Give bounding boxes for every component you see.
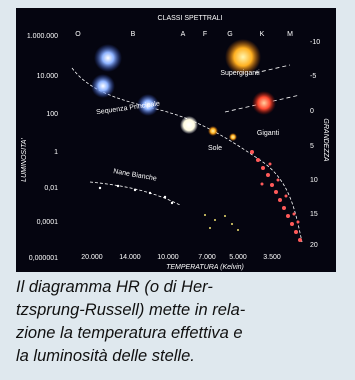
left-tick-label: 100	[46, 111, 58, 118]
bottom-tick-label: 10.000	[157, 254, 179, 261]
right-tick-label: 15	[310, 211, 318, 218]
spectral-class: O	[75, 31, 81, 38]
left-tick-label: 10.000	[37, 73, 59, 80]
right-tick-label: -5	[310, 73, 316, 80]
bottom-axis-label: TEMPERATURA (Kelvin)	[166, 264, 244, 271]
caption-line: Il diagramma HR (o di Her-	[16, 278, 213, 297]
left-tick-label: 0,01	[44, 185, 58, 192]
right-tick-label: -10	[310, 39, 320, 46]
left-tick-label: 0,0001	[37, 219, 59, 226]
star	[229, 133, 237, 141]
hr-diagram: CLASSI SPETTRALI O B A F G K M 1.000.000 10.000 1…	[0, 0, 355, 272]
right-axis-label: GRANDEZZA	[322, 118, 329, 162]
left-axis-label: LUMINOSITA'	[21, 138, 28, 182]
spectral-class: M	[287, 31, 293, 38]
bottom-tick-label: 3.500	[263, 254, 281, 261]
right-tick-label: 0	[310, 108, 314, 115]
spectral-class: G	[227, 31, 232, 38]
star	[91, 74, 115, 98]
bottom-tick-label: 7.000	[198, 254, 216, 261]
caption-line: la luminosità delle stelle.	[16, 347, 195, 366]
panel	[16, 8, 336, 272]
annotation: Giganti	[257, 130, 280, 137]
bottom-tick-label: 20.000	[81, 254, 103, 261]
annotation: Sole	[208, 145, 222, 152]
left-tick-label: 1.000.000	[27, 33, 58, 40]
page: CLASSI SPETTRALI O B A F G K M 1.000.000 10.000 1…	[0, 0, 355, 380]
spectral-class: F	[203, 31, 207, 38]
star	[208, 126, 218, 136]
right-tick-label: 20	[310, 242, 318, 249]
left-tick-label: 1	[54, 149, 58, 156]
annotation: Supergiganti	[220, 70, 260, 77]
star	[252, 91, 276, 115]
star	[180, 116, 198, 134]
spectral-class: B	[131, 31, 136, 38]
caption-line: zione la temperatura effettiva e	[16, 324, 243, 343]
left-tick-label: 0,000001	[29, 255, 58, 262]
spectral-class: A	[181, 31, 186, 38]
right-tick-label: 10	[310, 177, 318, 184]
top-label: CLASSI SPETTRALI	[158, 15, 223, 22]
star	[94, 44, 122, 72]
right-tick-label: 5	[310, 143, 314, 150]
bottom-tick-label: 14.000	[119, 254, 141, 261]
caption-line: tzsprung-Russell) mette in rela-	[16, 301, 245, 320]
spectral-class: K	[260, 31, 265, 38]
bottom-tick-label: 5.000	[229, 254, 247, 261]
